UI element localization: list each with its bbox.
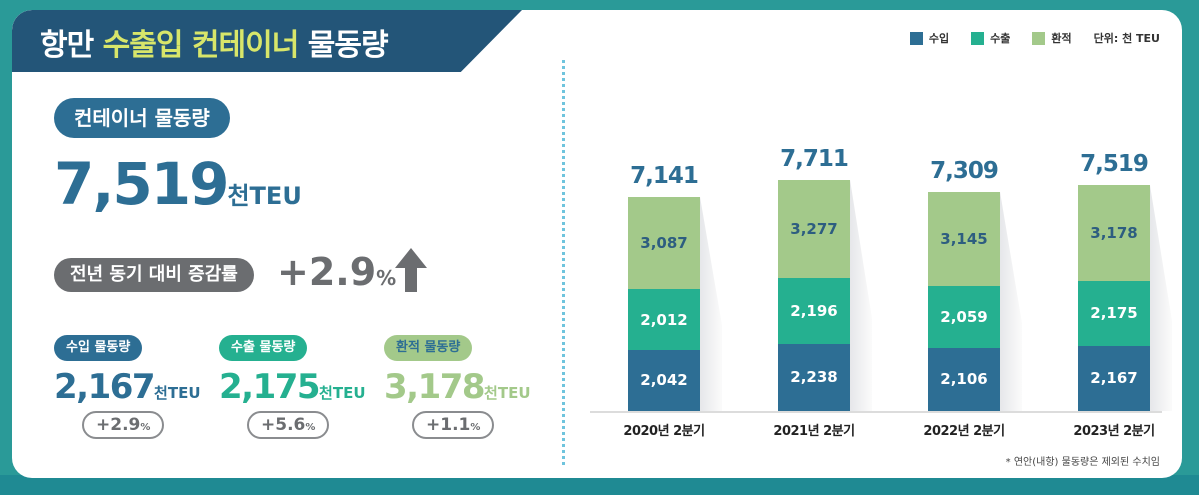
bar-segment-transship: 3,087	[628, 196, 700, 290]
x-axis-label: 2020년 2분기	[623, 424, 705, 439]
legend-swatch-export	[971, 31, 985, 45]
yoy-number: +2.9	[277, 250, 377, 294]
total-volume-label: 컨테이너 물동량	[54, 98, 230, 138]
legend-label-export: 수출	[990, 32, 1011, 45]
bar-segment-transship: 3,178	[1078, 185, 1150, 281]
x-axis-line	[590, 411, 1162, 413]
export-label: 수출 물동량	[219, 335, 308, 361]
bar-shadow	[850, 179, 872, 411]
legend-swatch-import	[909, 31, 923, 45]
import-change-pct: %	[140, 422, 151, 433]
yoy-pct: %	[376, 266, 397, 290]
transship-value: 3,178천TEU	[384, 367, 531, 407]
legend-item-import: 수입	[909, 30, 950, 46]
x-axis-label: 2021년 2분기	[773, 424, 855, 439]
page-title: 항만 수출입 컨테이너 물동량	[40, 20, 389, 64]
legend-item-export: 수출	[971, 30, 1010, 46]
export-unit: 천TEU	[319, 384, 366, 402]
transship-change: +1.1%	[412, 411, 495, 439]
import-change: +2.9%	[82, 411, 165, 439]
arrow-up-icon	[395, 248, 427, 292]
export-change-number: +5.6	[261, 415, 306, 435]
import-value: 2,167천TEU	[54, 367, 201, 407]
total-value-unit: 천TEU	[227, 182, 302, 210]
bar-segment-import: 2,238	[778, 343, 850, 411]
export-change-pct: %	[305, 422, 316, 433]
title-banner: 항만 수출입 컨테이너 물동량	[12, 10, 522, 72]
bar-segment-transship: 3,145	[928, 191, 1000, 287]
yoy-label: 전년 동기 대비 증감률	[54, 258, 254, 292]
bar-segment-export: 2,059	[928, 286, 1000, 348]
transship-label: 환적 물동량	[384, 335, 473, 361]
import-change-number: +2.9	[96, 415, 141, 435]
bar-total-label: 7,309	[930, 157, 999, 184]
legend-label-import: 수입	[928, 32, 950, 45]
legend-unit: 단위: 천 TEU	[1093, 32, 1160, 45]
legend-item-transship: 환적	[1032, 30, 1072, 46]
import-number: 2,167	[54, 367, 156, 407]
total-value-number: 7,519	[54, 150, 229, 218]
legend-swatch-transship	[1032, 31, 1046, 45]
legend-label-transship: 환적	[1051, 32, 1072, 45]
import-label: 수입 물동량	[54, 335, 143, 361]
bar-shadow	[1000, 191, 1022, 411]
x-axis-label: 2022년 2분기	[923, 424, 1005, 439]
title-part2: 물동량	[298, 28, 389, 63]
background-band	[0, 475, 1199, 495]
bar-segment-export: 2,012	[628, 289, 700, 350]
yoy-value: +2.9%	[277, 250, 396, 294]
transship-change-pct: %	[470, 422, 481, 433]
bar-shadow	[1150, 185, 1172, 411]
chart-legend: 수입 수출 환적 단위: 천 TEU	[909, 30, 1160, 46]
bar-segment-import: 2,106	[928, 347, 1000, 411]
import-summary: 수입 물동량 2,167천TEU +2.9%	[54, 335, 201, 439]
transship-unit: 천TEU	[484, 384, 531, 402]
export-summary: 수출 물동량 2,175천TEU +5.6%	[219, 335, 366, 439]
bar-segment-transship: 3,277	[778, 179, 850, 278]
bar-segment-export: 2,196	[778, 277, 850, 344]
export-number: 2,175	[219, 367, 321, 407]
transship-number: 3,178	[384, 367, 486, 407]
export-change: +5.6%	[247, 411, 330, 439]
bar-total-label: 7,519	[1080, 151, 1149, 178]
transship-change-number: +1.1	[426, 415, 471, 435]
title-part1: 항만	[40, 28, 103, 63]
bar-total-label: 7,711	[780, 145, 849, 172]
total-volume-value: 7,519천TEU	[54, 150, 302, 218]
bar-segment-import: 2,167	[1078, 345, 1150, 411]
import-unit: 천TEU	[154, 384, 201, 402]
export-value: 2,175천TEU	[219, 367, 366, 407]
infographic-card: 항만 수출입 컨테이너 물동량 컨테이너 물동량 7,519천TEU 전년 동기…	[12, 10, 1182, 478]
dotted-divider	[562, 60, 565, 465]
bar-total-label: 7,141	[630, 162, 699, 189]
transship-summary: 환적 물동량 3,178천TEU +1.1%	[384, 335, 531, 439]
stacked-bar-chart: 2,042 2,012 3,087 7,141 2020년 2분기 2,238 2,196 3…	[582, 80, 1172, 440]
bar-segment-export: 2,175	[1078, 280, 1150, 346]
title-highlight: 수출입 컨테이너	[102, 28, 300, 63]
footnote: * 연안(내항) 물동량은 제외된 수치임	[1005, 457, 1160, 468]
x-axis-label: 2023년 2분기	[1073, 424, 1155, 439]
bar-shadow	[700, 196, 722, 411]
bar-segment-import: 2,042	[628, 349, 700, 411]
